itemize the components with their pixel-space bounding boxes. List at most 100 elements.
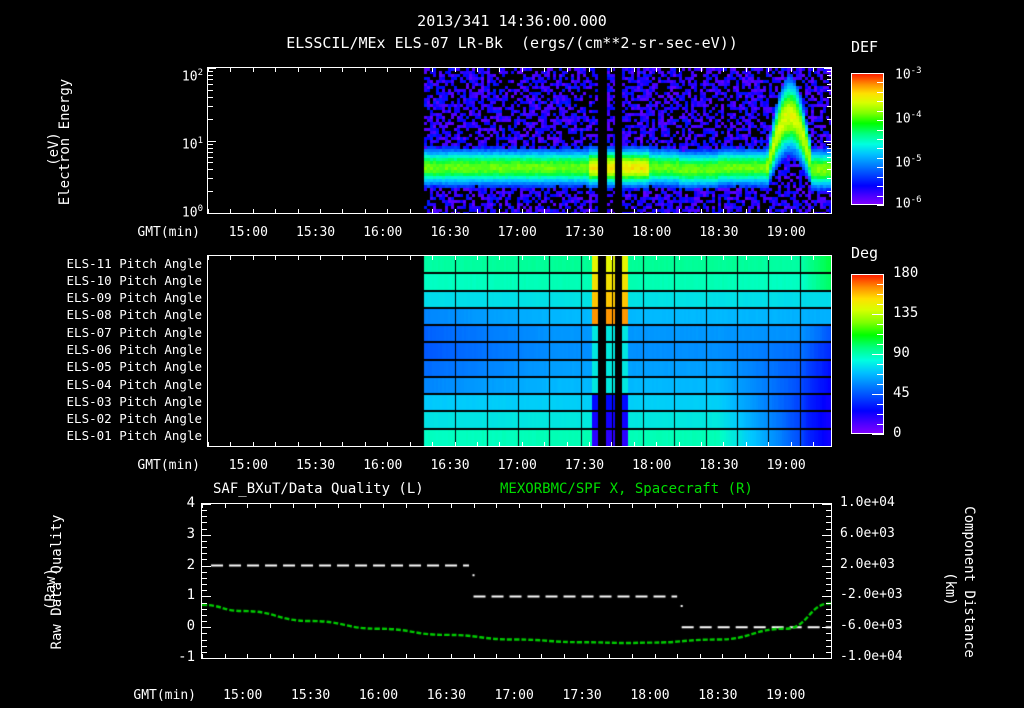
- energy-spectrogram-data: [208, 68, 831, 213]
- energy-minor-tick: [827, 106, 832, 107]
- time-tick-minor: [406, 654, 407, 658]
- component-distance-minor-tick: [826, 559, 831, 560]
- time-tick-minor: [410, 256, 411, 260]
- energy-major-tick: [824, 68, 832, 69]
- pitch-angle-data: [208, 256, 831, 446]
- def-tick-1e-5: 10-5: [895, 154, 922, 171]
- time-tick-minor: [275, 209, 276, 213]
- time-tick-minor: [541, 654, 542, 658]
- time-tick-minor: [499, 256, 500, 260]
- component-distance-minor-tick: [826, 535, 831, 536]
- component-distance-minor-tick: [826, 633, 831, 634]
- energy-major-tick: [208, 68, 216, 69]
- energy-minor-tick: [827, 79, 832, 80]
- time-tick-minor: [496, 504, 497, 508]
- time-tick-minor: [679, 68, 680, 72]
- def-colorbar-minor-tick: [877, 176, 884, 178]
- raw-quality-minor-tick: [202, 510, 207, 511]
- time-tick-minor: [253, 256, 254, 260]
- pitch-angle-row-label: ELS-02 Pitch Angle: [66, 411, 202, 427]
- time-tick-minor: [679, 442, 680, 446]
- time-tick-minor: [455, 209, 456, 213]
- raw-quality-minor-tick: [202, 633, 207, 634]
- time-tick-minor: [365, 209, 366, 213]
- header-subtitle: ELSSCIL/MEx ELS-07 LR-Bk (ergs/(cm**2-sr…: [286, 34, 738, 52]
- def-colorbar-minor-tick: [877, 73, 884, 74]
- time-tick-minor: [522, 442, 523, 446]
- pitch-angle-canvas: [208, 256, 831, 446]
- time-tick-minor: [791, 442, 792, 446]
- def-colorbar-minor-tick: [877, 101, 884, 103]
- energy-minor-tick: [827, 84, 832, 85]
- time-tick-minor: [496, 654, 497, 658]
- deg-colorbar-tick: 180: [893, 265, 919, 281]
- time-tick-minor: [365, 68, 366, 72]
- time-tick-minor: [253, 442, 254, 446]
- component-distance-tick-label: -6.0e+03: [840, 618, 903, 634]
- time-tick-minor: [298, 256, 299, 260]
- energy-minor-tick: [208, 157, 213, 158]
- raw-quality-minor-tick: [202, 609, 207, 610]
- def-tick-1e-4: 10-4: [895, 110, 922, 127]
- time-tick-minor: [589, 442, 590, 446]
- pitch-angle-row-label: ELS-03 Pitch Angle: [66, 393, 202, 409]
- def-colorbar-minor-tick: [877, 148, 884, 150]
- def-colorbar: [851, 73, 884, 205]
- time-tick-minor: [410, 209, 411, 213]
- energy-minor-tick: [827, 71, 832, 72]
- time-tick-minor: [790, 654, 791, 658]
- gmt-label-bot: GMT(min): [133, 688, 196, 703]
- energy-minor-tick: [827, 162, 832, 163]
- time-tick-minor: [522, 256, 523, 260]
- time-tick-minor: [410, 68, 411, 72]
- time-tick-label: 18:00: [632, 458, 672, 473]
- energy-minor-tick: [208, 79, 213, 80]
- time-tick-minor: [428, 504, 429, 508]
- time-tick-minor: [768, 654, 769, 658]
- energy-minor-tick: [827, 169, 832, 170]
- time-tick-minor: [298, 209, 299, 213]
- pitch-angle-row-label: ELS-04 Pitch Angle: [66, 376, 202, 392]
- time-tick-label: 18:00: [630, 688, 670, 703]
- deg-colorbar-minor-tick: [877, 284, 884, 285]
- time-tick-minor: [320, 442, 321, 446]
- pitch-angle-row-label: ELS-07 Pitch Angle: [66, 324, 202, 340]
- raw-quality-tick-label: -1: [178, 649, 195, 665]
- time-tick-label: 15:30: [291, 688, 331, 703]
- time-tick-label: 17:30: [562, 688, 602, 703]
- time-tick-minor: [455, 442, 456, 446]
- time-tick-minor: [634, 256, 635, 260]
- def-colorbar-minor-tick: [877, 195, 884, 197]
- def-colorbar-minor-tick: [877, 157, 884, 159]
- time-tick-minor: [225, 654, 226, 658]
- time-tick-minor: [589, 209, 590, 213]
- pitch-angle-row-label: ELS-11 Pitch Angle: [66, 255, 202, 271]
- def-colorbar-title: DEF: [851, 38, 879, 56]
- deg-colorbar-minor-tick: [877, 304, 884, 305]
- raw-quality-minor-tick: [202, 578, 207, 579]
- energy-minor-tick: [827, 97, 832, 98]
- component-distance-minor-tick: [826, 504, 831, 505]
- time-tick-minor: [225, 504, 226, 508]
- time-tick-label: 17:00: [494, 688, 534, 703]
- time-tick-minor: [679, 209, 680, 213]
- def-colorbar-minor-tick: [877, 110, 884, 112]
- raw-quality-minor-tick: [202, 553, 207, 554]
- data-quality-canvas: [202, 504, 831, 658]
- energy-minor-tick: [208, 148, 213, 149]
- raw-quality-minor-tick: [202, 590, 207, 591]
- time-tick-minor: [320, 256, 321, 260]
- energy-minor-tick: [208, 178, 213, 179]
- deg-colorbar-minor-tick: [877, 384, 884, 385]
- raw-quality-label-line2: (Raw): [43, 567, 59, 611]
- time-tick-minor: [723, 256, 724, 260]
- energy-minor-tick: [208, 106, 213, 107]
- pitch-angle-row-label: ELS-01 Pitch Angle: [66, 428, 202, 444]
- time-tick-minor: [455, 256, 456, 260]
- deg-colorbar-title: Deg: [851, 244, 879, 262]
- time-tick-minor: [320, 68, 321, 72]
- def-colorbar-minor-tick: [877, 91, 884, 93]
- time-tick-label: 16:00: [358, 688, 399, 703]
- pitch-angle-row-label: ELS-05 Pitch Angle: [66, 359, 202, 375]
- raw-quality-minor-tick: [202, 529, 207, 530]
